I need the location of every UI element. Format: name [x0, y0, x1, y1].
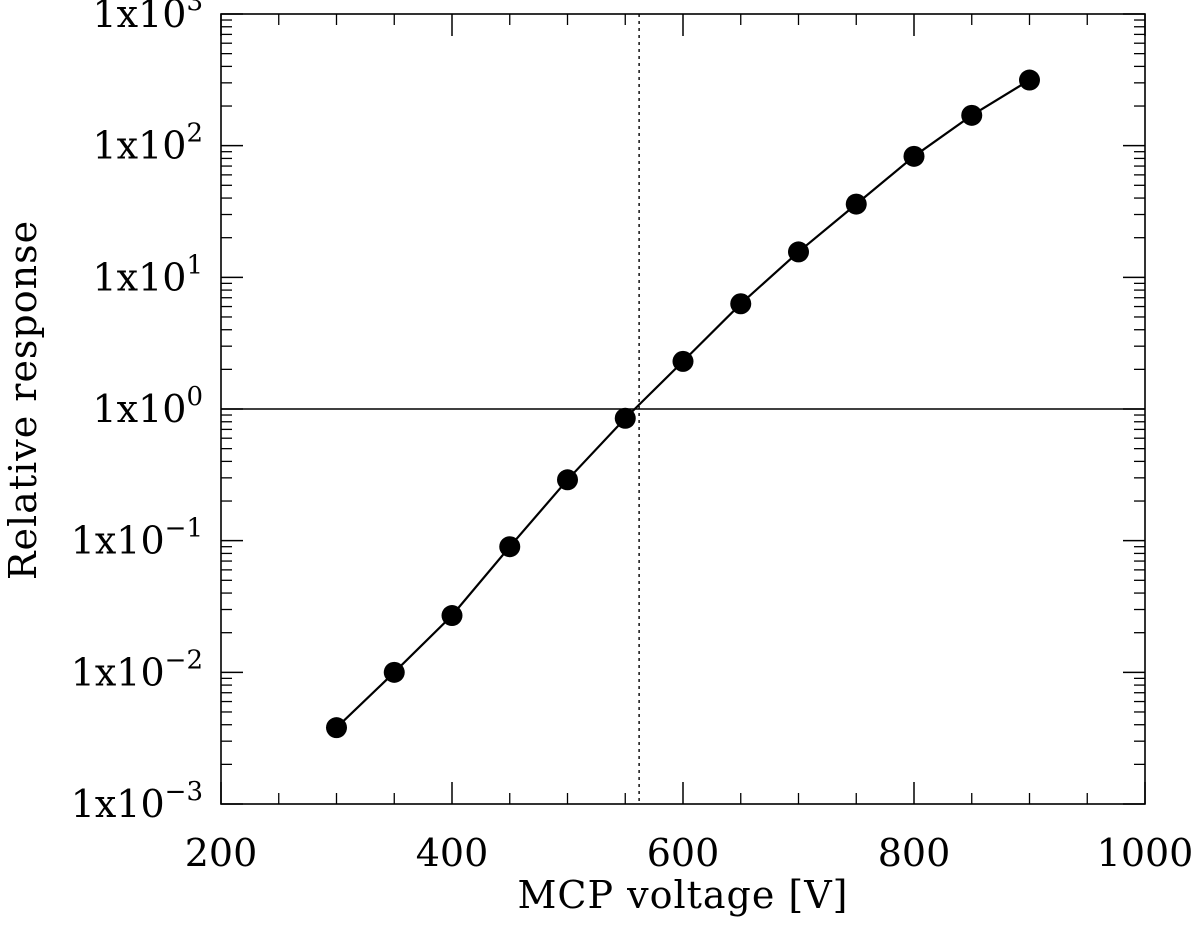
y-tick-mantissa: 1x10: [71, 782, 165, 826]
x-tick-label: 200: [185, 831, 258, 875]
data-point: [730, 293, 752, 315]
x-tick-label: 800: [878, 831, 951, 875]
y-tick-label: 1x10−1: [71, 514, 203, 563]
x-tick-label: 400: [416, 831, 489, 875]
y-tick-label-text: 1x103: [92, 0, 203, 36]
x-tick-label: 1000: [1097, 831, 1194, 875]
y-axis-title: Relative response: [1, 220, 45, 580]
y-tick-mantissa: 1x10: [92, 387, 186, 431]
data-point: [1019, 69, 1040, 91]
y-tick-exponent: −3: [165, 777, 203, 807]
data-series: [326, 69, 1040, 739]
y-tick-exponent: 3: [186, 0, 203, 17]
y-tick-exponent: 0: [186, 382, 203, 412]
data-point: [557, 469, 578, 491]
y-tick-mantissa: 1x10: [92, 124, 186, 168]
data-point: [614, 407, 636, 429]
y-tick-label-text: 1x101: [92, 250, 203, 299]
data-point: [845, 193, 867, 215]
y-tick-label-text: 1x10−3: [71, 777, 203, 826]
y-tick-label: 1x103: [92, 0, 203, 36]
data-point: [672, 350, 694, 372]
reference-lines: [221, 14, 1145, 804]
data-point: [441, 605, 463, 627]
y-tick-label-text: 1x102: [92, 119, 203, 168]
data-point: [903, 145, 925, 167]
minor-ticks: [221, 14, 1145, 804]
y-tick-label: 1x10−2: [71, 645, 203, 694]
x-tick-labels: 200 400 600 800 1000: [185, 831, 1194, 875]
y-tick-mantissa: 1x10: [92, 255, 186, 299]
y-tick-label: 1x102: [92, 119, 203, 168]
y-tick-label-text: 1x10−1: [71, 514, 203, 563]
y-tick-label: 1x100: [92, 382, 203, 431]
y-tick-mantissa: 1x10: [92, 0, 186, 36]
y-tick-mantissa: 1x10: [71, 650, 165, 694]
x-axis-title: MCP voltage [V]: [517, 873, 848, 917]
y-tick-exponent: 1: [186, 250, 203, 280]
y-tick-label: 1x10−3: [71, 777, 203, 826]
data-point: [499, 536, 521, 558]
y-tick-label-text: 1x10−2: [71, 645, 203, 694]
y-tick-label-text: 1x100: [92, 382, 203, 431]
data-point: [961, 104, 983, 126]
y-tick-label: 1x101: [92, 250, 203, 299]
series-line: [335, 79, 1031, 729]
data-point: [383, 661, 405, 683]
y-tick-exponent: −2: [165, 645, 203, 675]
y-tick-exponent: −1: [165, 514, 203, 544]
x-tick-label: 600: [647, 831, 720, 875]
y-tick-mantissa: 1x10: [71, 519, 165, 563]
data-point: [788, 241, 809, 263]
y-tick-exponent: 2: [186, 119, 203, 149]
data-point: [326, 717, 347, 739]
